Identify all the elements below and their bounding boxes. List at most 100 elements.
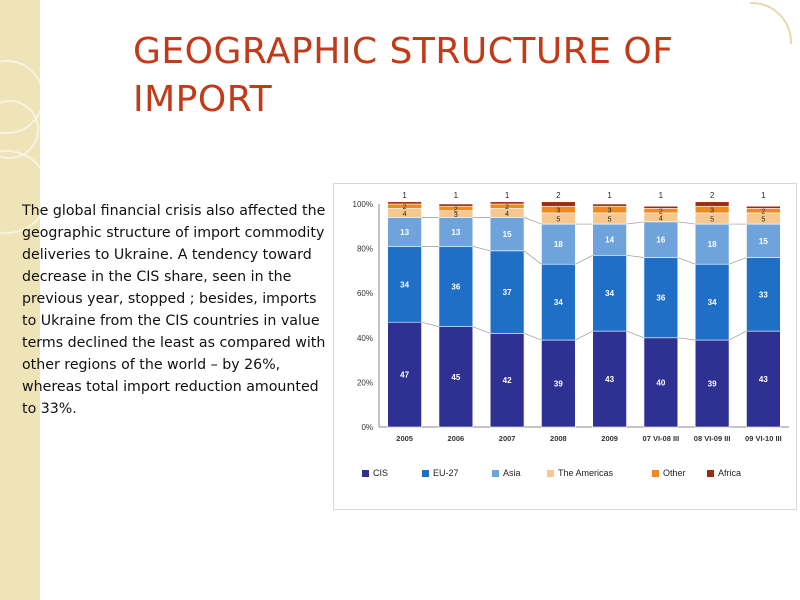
y-tick-label: 20% (357, 378, 373, 387)
data-label: 1 (402, 191, 407, 200)
bar-segment (387, 201, 422, 205)
data-label: 2 (761, 209, 765, 216)
bar-segment (387, 217, 422, 247)
body-paragraph: The global financial crisis also affecte… (22, 203, 326, 417)
data-label: 5 (710, 216, 714, 223)
connector-line (677, 337, 696, 341)
x-tick-label: 07 VI-08 III (643, 434, 680, 443)
bar-segment (746, 205, 781, 209)
bar-segment (438, 246, 474, 327)
data-label: 15 (503, 230, 512, 239)
x-tick-label: 2008 (550, 434, 567, 443)
bar-segment (541, 223, 576, 265)
connector-line (523, 333, 542, 341)
data-label: 36 (451, 283, 460, 292)
y-tick-label: 60% (357, 289, 373, 298)
corner-ornament (750, 2, 792, 44)
data-label: 4 (659, 215, 663, 222)
data-label: 18 (554, 240, 563, 249)
data-label: 5 (761, 216, 765, 223)
connector-line (728, 257, 747, 265)
data-label: 15 (759, 237, 768, 246)
data-label: 2 (659, 209, 663, 216)
connector-line (472, 246, 491, 252)
bar-segment (643, 205, 679, 209)
legend-swatch (652, 470, 659, 477)
connector-line (421, 321, 440, 327)
data-label: 37 (503, 288, 512, 297)
data-label: 1 (505, 191, 510, 200)
data-label: 39 (708, 380, 717, 389)
data-label: 33 (759, 290, 768, 299)
bar-segment (694, 201, 730, 207)
bar-segment (541, 263, 576, 341)
legend-swatch (547, 470, 554, 477)
bar-segment (438, 326, 474, 428)
bar-segment (541, 201, 576, 207)
bar-segment (694, 339, 730, 428)
connector-line (575, 330, 593, 341)
data-label: 3 (710, 208, 714, 215)
legend-label: The Americas (558, 468, 614, 478)
bar-segment (541, 339, 576, 428)
connector-line (523, 217, 542, 225)
chart-panel: 0% 20% 40% 60% 80% 100% 47 34 13 4 2 1 2005 45 36 13 3 2 1… (333, 183, 797, 510)
data-label: 3 (454, 212, 458, 219)
connector-line (677, 221, 696, 225)
legend-label: EU-27 (433, 468, 459, 478)
bar-segment (489, 250, 525, 334)
data-label: 5 (608, 216, 612, 223)
data-label: 39 (554, 380, 563, 389)
bar-segment (746, 257, 781, 332)
data-label: 16 (656, 236, 665, 245)
bar-segment (694, 223, 730, 265)
data-label: 13 (451, 228, 460, 237)
legend-swatch (422, 470, 429, 477)
data-label: 5 (556, 216, 560, 223)
data-label: 42 (503, 376, 512, 385)
legend-label: Other (663, 468, 686, 478)
data-label: 1 (659, 191, 664, 200)
data-label: 18 (708, 240, 717, 249)
data-label: 34 (708, 298, 717, 307)
data-label: 36 (656, 294, 665, 303)
connector-line (626, 254, 645, 258)
bar-segment (438, 203, 474, 207)
x-tick-label: 2006 (448, 434, 465, 443)
bar-segment (643, 221, 679, 258)
bar-segment (489, 201, 525, 205)
bar-segment (746, 223, 781, 258)
bar-segment (387, 246, 422, 323)
data-label: 43 (759, 375, 768, 384)
data-label: 4 (505, 211, 509, 218)
data-label: 3 (556, 208, 560, 215)
decorative-left-strip (0, 0, 49, 600)
bar-segment (643, 257, 679, 339)
data-label: 1 (454, 191, 459, 200)
data-label: 4 (403, 211, 407, 218)
x-tick-label: 2009 (601, 434, 618, 443)
slide-title: GEOGRAPHIC STRUCTURE OF IMPORT (133, 31, 674, 120)
data-label: 2 (710, 191, 715, 200)
data-label: 2 (556, 191, 561, 200)
bar-segment (387, 321, 422, 428)
bar-segment (643, 337, 679, 428)
bar-segment (746, 330, 781, 428)
data-label: 47 (400, 371, 409, 380)
data-label: 14 (605, 236, 614, 245)
legend-label: Asia (503, 468, 521, 478)
legend-label: CIS (373, 468, 388, 478)
connector-line (626, 330, 645, 339)
x-tick-label: 2005 (396, 434, 413, 443)
data-label: 13 (400, 228, 409, 237)
connector-line (677, 257, 696, 265)
data-label: 3 (608, 208, 612, 215)
connector-line (575, 254, 593, 265)
y-tick-label: 40% (357, 334, 373, 343)
bar-segment (592, 254, 627, 332)
connector-line (728, 330, 747, 341)
bar-segment (592, 203, 627, 207)
data-label: 34 (605, 289, 614, 298)
data-label: 40 (656, 378, 665, 387)
legend-swatch (492, 470, 499, 477)
